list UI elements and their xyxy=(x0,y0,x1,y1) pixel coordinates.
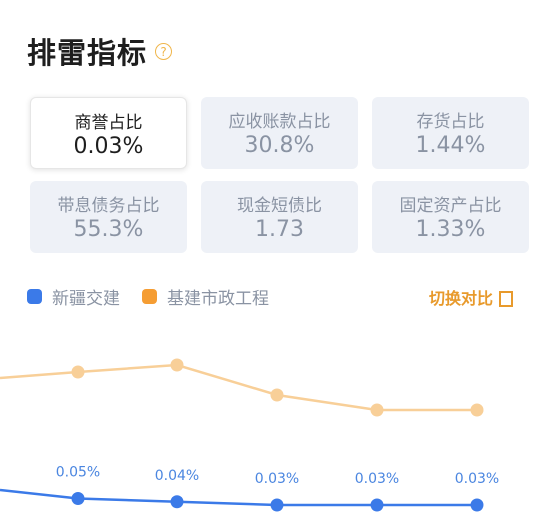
series-point[interactable] xyxy=(370,403,384,417)
series-point[interactable] xyxy=(270,388,284,402)
metric-label: 固定资产占比 xyxy=(399,196,502,216)
metric-value: 1.44% xyxy=(415,133,486,158)
legend-swatch xyxy=(142,289,157,304)
switch-compare-label: 切换对比 xyxy=(428,289,493,308)
metric-label: 商誉占比 xyxy=(74,113,143,133)
series-point[interactable] xyxy=(470,498,484,512)
metric-card-goodwill[interactable]: 商誉占比 0.03% xyxy=(30,97,187,169)
series-company: 0.05% 0.04% 0.03% 0.03% 0.03% xyxy=(0,465,499,512)
series-point[interactable] xyxy=(71,492,85,505)
page-title: 排雷指标 xyxy=(27,36,148,70)
metric-label: 存货占比 xyxy=(416,112,485,132)
series-point[interactable] xyxy=(170,358,184,372)
series-point[interactable] xyxy=(71,365,85,379)
series-line xyxy=(0,363,477,412)
data-label: 0.03% xyxy=(455,471,499,487)
series-line xyxy=(0,488,477,507)
metric-value: 0.03% xyxy=(73,134,144,159)
line-chart: 0.05% 0.04% 0.03% 0.03% 0.03% xyxy=(0,358,499,512)
metric-value: 1.73 xyxy=(255,217,304,242)
metric-card-cash-short-debt[interactable]: 现金短债比 1.73 xyxy=(201,181,358,253)
metric-card-receivables[interactable]: 应收账款占比 30.8% xyxy=(201,97,358,169)
series-point[interactable] xyxy=(470,403,484,417)
chart-legend: 新疆交建 基建市政工程 xyxy=(27,284,291,309)
series-point[interactable] xyxy=(170,495,184,509)
series-industry xyxy=(0,358,484,417)
series-point[interactable] xyxy=(270,498,284,512)
metric-value: 1.33% xyxy=(415,217,486,242)
data-label: 0.05% xyxy=(56,465,100,481)
data-label: 0.03% xyxy=(255,471,299,487)
metric-label: 带息债务占比 xyxy=(57,196,160,216)
legend-item-industry[interactable]: 基建市政工程 xyxy=(142,284,269,309)
metric-card-inventory[interactable]: 存货占比 1.44% xyxy=(372,97,529,169)
metric-value: 30.8% xyxy=(244,133,315,158)
metric-card-fixed-assets[interactable]: 固定资产占比 1.33% xyxy=(372,181,529,253)
legend-swatch xyxy=(27,289,42,304)
header: 排雷指标 ? xyxy=(27,30,173,72)
metric-label: 现金短债比 xyxy=(237,196,322,216)
metric-card-interest-debt[interactable]: 带息债务占比 55.3% xyxy=(30,181,187,253)
series-point[interactable] xyxy=(370,498,384,512)
help-icon[interactable]: ? xyxy=(155,42,173,60)
data-label: 0.04% xyxy=(155,468,199,484)
switch-compare-button[interactable]: 切换对比 xyxy=(429,285,513,309)
legend-item-company[interactable]: 新疆交建 xyxy=(27,284,120,309)
metric-value: 55.3% xyxy=(73,217,144,242)
legend-label: 基建市政工程 xyxy=(167,289,269,309)
data-label: 0.03% xyxy=(355,471,399,487)
legend-label: 新疆交建 xyxy=(52,289,120,309)
switch-icon xyxy=(499,289,513,307)
metric-label: 应收账款占比 xyxy=(228,112,331,132)
